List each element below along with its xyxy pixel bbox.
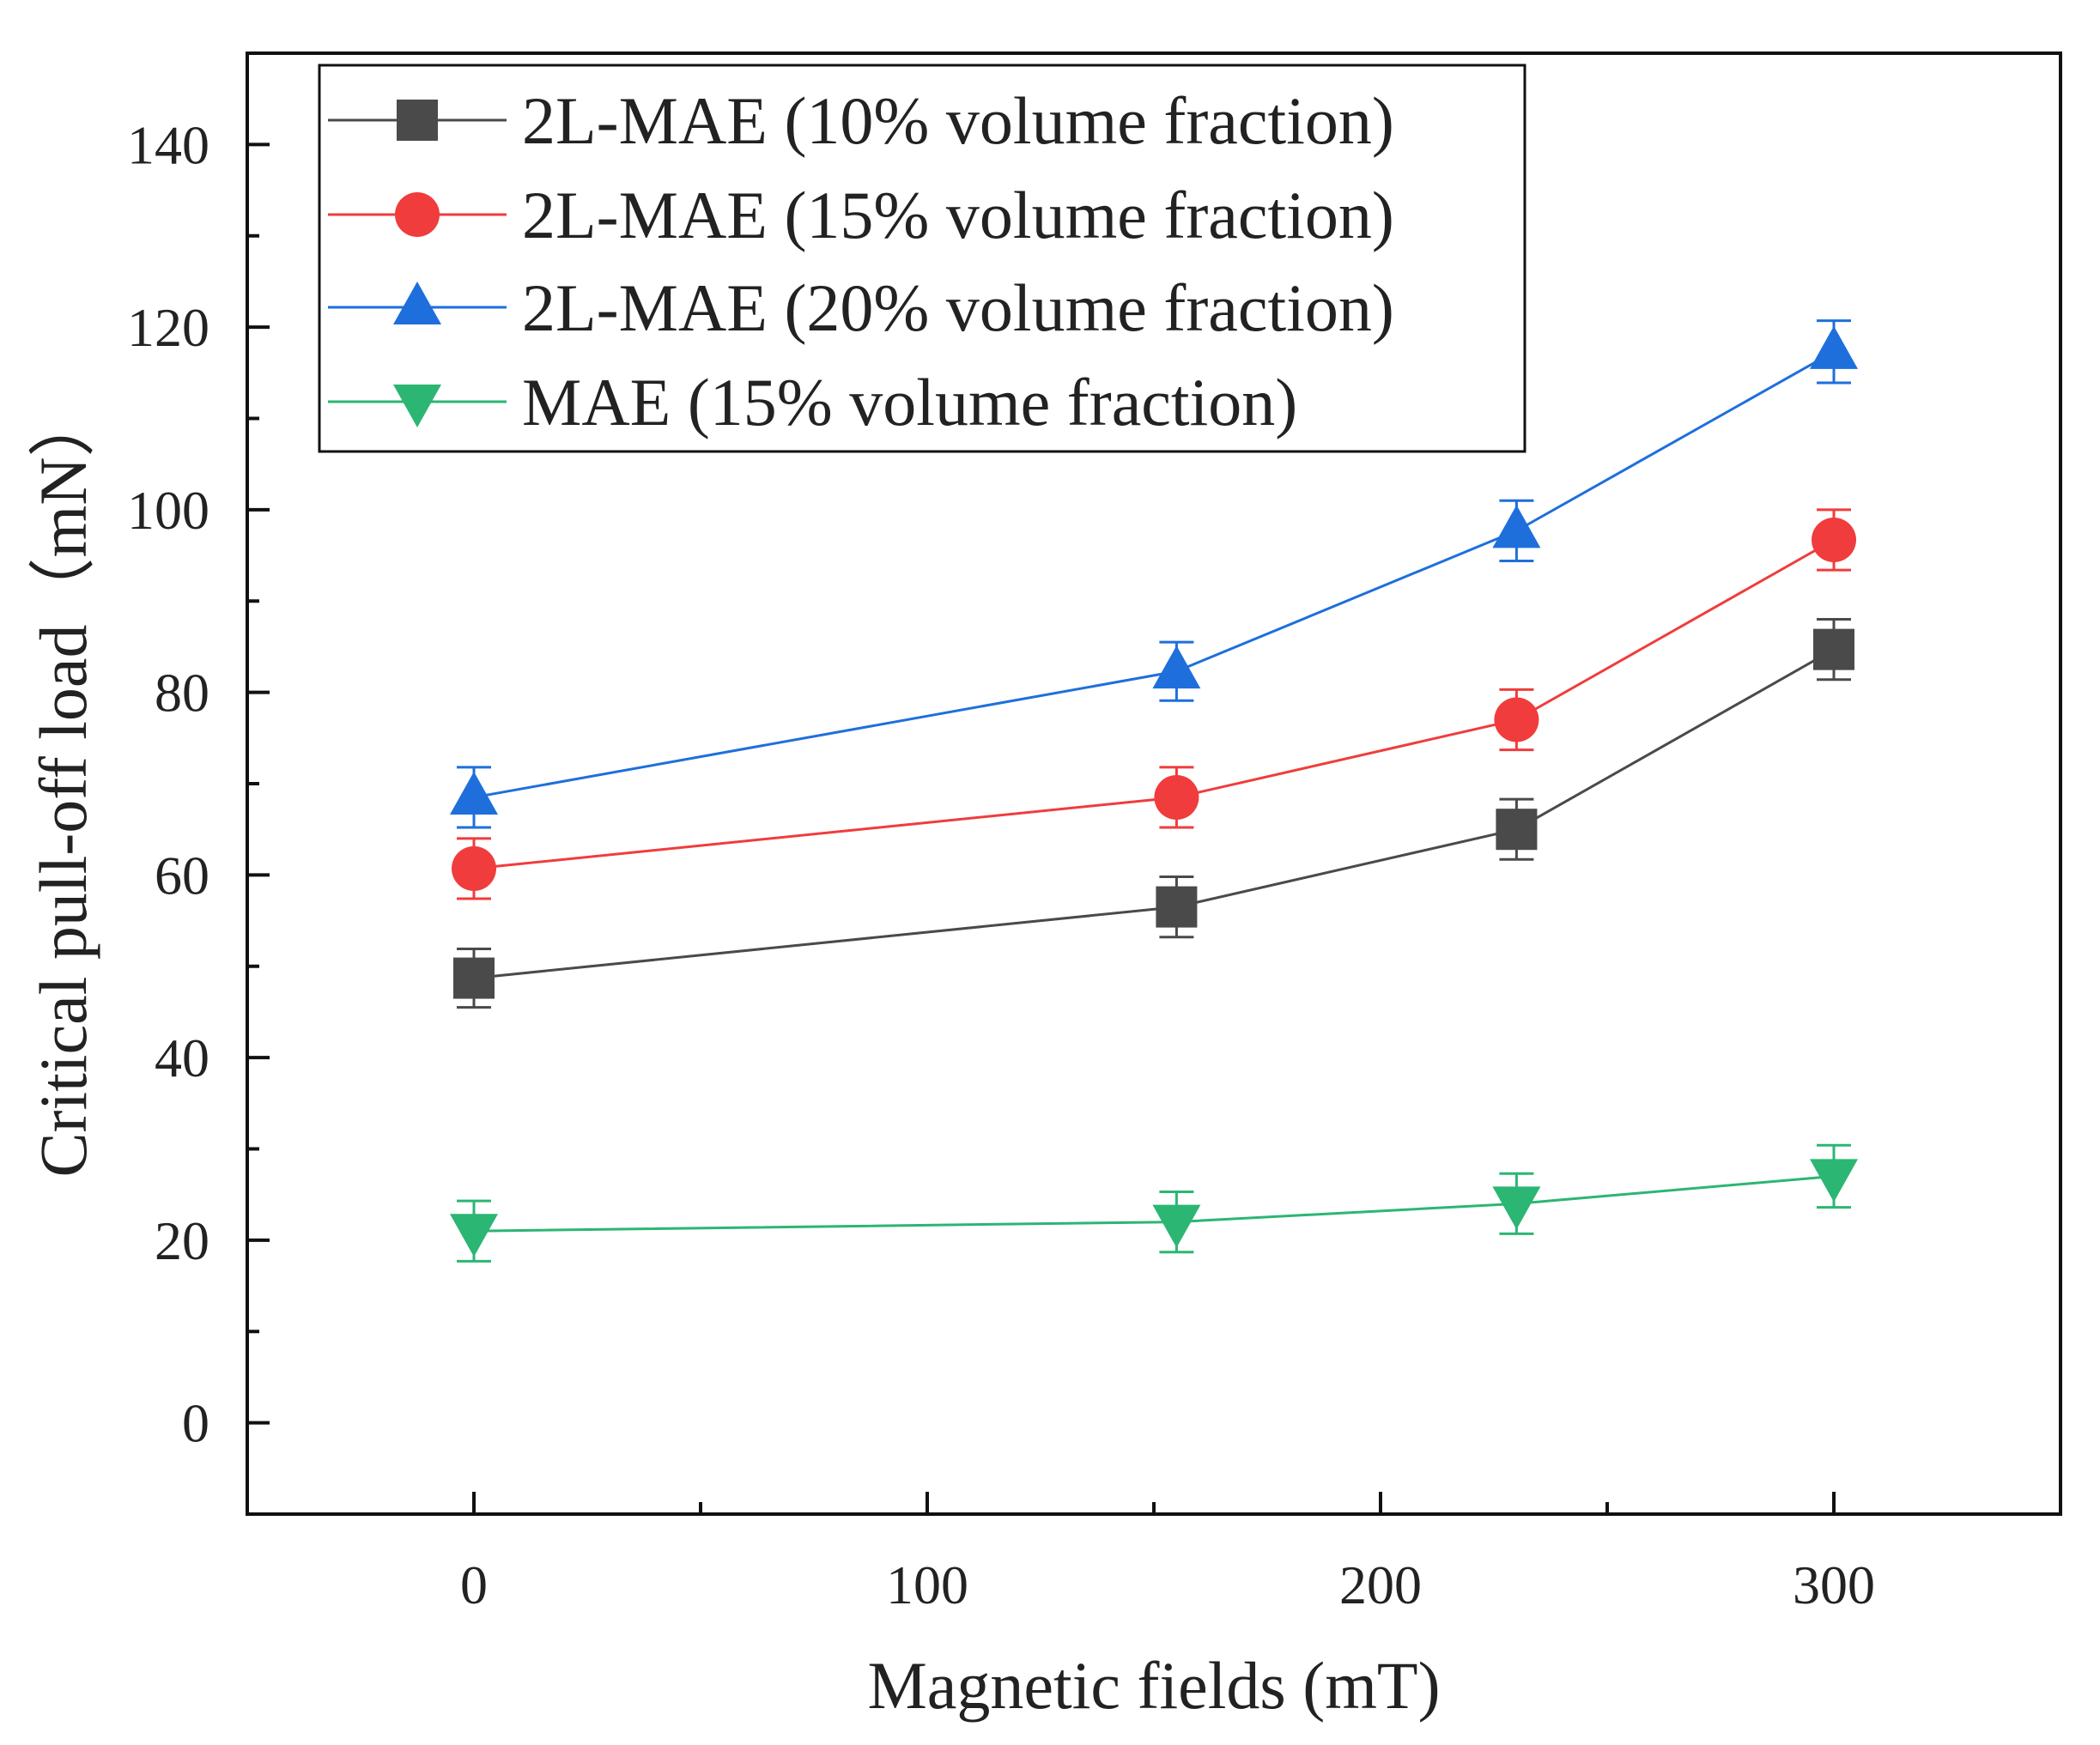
x-tick-label: 300 <box>1793 1554 1875 1615</box>
legend-item-2: 2L-MAE (15% volume fraction) <box>328 178 1394 252</box>
legend-label: MAE (15% volume fraction) <box>522 365 1297 439</box>
y-tick-label: 100 <box>127 480 209 541</box>
data-point <box>452 845 496 891</box>
y-axis-title: Critical pull-off load（mN） <box>26 390 100 1177</box>
legend-item-1: 2L-MAE (10% volume fraction) <box>328 83 1394 158</box>
x-axis: 0 100 200 300 <box>460 1492 1875 1615</box>
legend-item-4: MAE (15% volume fraction) <box>328 365 1297 439</box>
data-point <box>1810 1159 1858 1203</box>
data-point <box>450 771 498 815</box>
legend-marker <box>393 385 441 427</box>
data-point <box>1494 697 1539 742</box>
x-tick-label: 100 <box>886 1554 968 1615</box>
series-3 <box>450 319 1858 829</box>
data-point <box>453 957 495 999</box>
legend-marker <box>393 282 441 324</box>
series-line <box>473 538 1835 870</box>
legend-marker <box>397 100 438 141</box>
data-point <box>450 1214 498 1257</box>
legend-label: 2L-MAE (15% volume fraction) <box>522 178 1394 252</box>
legend-box <box>318 64 1526 453</box>
y-tick-label: 120 <box>127 297 209 358</box>
legend: 2L-MAE (10% volume fraction) 2L-MAE (15% … <box>318 64 1526 453</box>
data-point <box>1496 809 1538 851</box>
legend-marker <box>395 192 440 237</box>
data-point <box>1810 325 1858 369</box>
series-line <box>473 1174 1835 1233</box>
data-point <box>1812 517 1856 562</box>
series-line <box>473 648 1835 980</box>
series-1 <box>453 618 1854 1009</box>
y-tick-label: 20 <box>155 1210 209 1271</box>
y-axis: 0 20 40 60 80 100 120 140 <box>127 114 270 1454</box>
series-layer <box>450 319 1858 1263</box>
data-point <box>1152 645 1201 689</box>
data-point <box>1492 505 1541 548</box>
series-4 <box>450 1143 1858 1263</box>
y-tick-label: 140 <box>127 114 209 175</box>
data-point <box>1492 1186 1541 1230</box>
data-point <box>1154 774 1199 820</box>
x-axis-title: Magnetic fields (mT) <box>867 1648 1440 1723</box>
y-tick-label: 80 <box>155 663 209 724</box>
data-point <box>1152 1204 1201 1248</box>
x-tick-label: 200 <box>1339 1554 1422 1615</box>
series-2 <box>452 508 1856 900</box>
y-tick-label: 60 <box>155 845 209 906</box>
data-point <box>1156 886 1198 928</box>
legend-item-3: 2L-MAE (20% volume fraction) <box>328 270 1394 345</box>
series-line <box>473 350 1835 799</box>
y-tick-label: 0 <box>182 1393 209 1454</box>
x-tick-label: 0 <box>460 1554 488 1615</box>
data-point <box>1813 628 1854 670</box>
legend-label: 2L-MAE (10% volume fraction) <box>522 83 1394 158</box>
legend-label: 2L-MAE (20% volume fraction) <box>522 270 1394 345</box>
y-tick-label: 40 <box>155 1027 209 1088</box>
